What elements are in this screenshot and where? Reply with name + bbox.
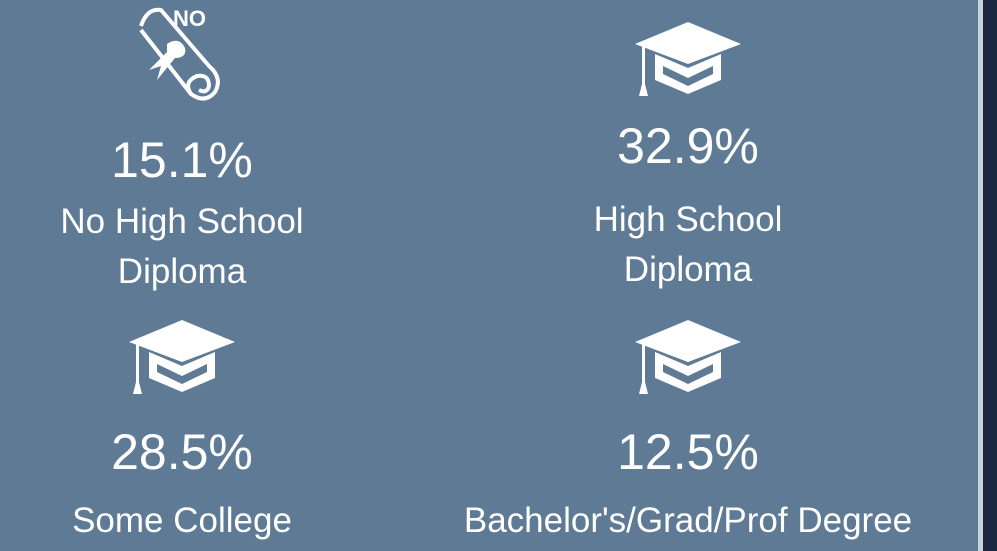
stat-value: 15.1% <box>111 132 253 188</box>
cap-board <box>635 22 741 64</box>
tassel <box>639 78 648 96</box>
stat-cell: 12.5% Bachelor's/Grad/Prof Degree <box>448 0 928 551</box>
tassel-cord <box>642 46 645 84</box>
cap-base <box>655 54 721 94</box>
graduation-cap-icon <box>635 22 741 96</box>
graduation-cap-icon <box>635 320 741 394</box>
cap-board <box>129 320 235 362</box>
stat-value: 12.5% <box>617 424 759 480</box>
stat-value: 32.9% <box>617 118 759 174</box>
divider <box>978 0 983 551</box>
graduation-cap-icon <box>129 320 235 394</box>
cap-base <box>655 352 721 392</box>
stat-label: Diploma <box>623 250 753 289</box>
tassel-cord <box>642 344 645 382</box>
scroll-body <box>139 7 220 101</box>
stat-cell: NO 15.1% No High School Diploma <box>0 0 422 551</box>
cap-board <box>635 320 741 362</box>
stat-cell: 32.9% High School Diploma <box>448 0 928 551</box>
stat-label: Diploma <box>117 252 247 291</box>
tassel <box>639 376 648 394</box>
stat-label: Some College <box>72 501 292 540</box>
stat-cell: 28.5% Some College <box>0 0 422 551</box>
stat-label: Bachelor's/Grad/Prof Degree <box>463 501 913 540</box>
tassel <box>133 376 142 394</box>
icon-text: NO <box>173 6 206 31</box>
stat-value: 28.5% <box>111 424 253 480</box>
stat-label: High School <box>593 200 783 239</box>
stat-label: No High School <box>60 202 304 241</box>
diploma-icon: NO <box>139 6 220 101</box>
cap-base <box>149 352 215 392</box>
ribbon <box>149 40 186 80</box>
tassel-cord <box>136 344 139 382</box>
side-panel <box>983 0 997 551</box>
scroll-roll <box>186 73 211 96</box>
